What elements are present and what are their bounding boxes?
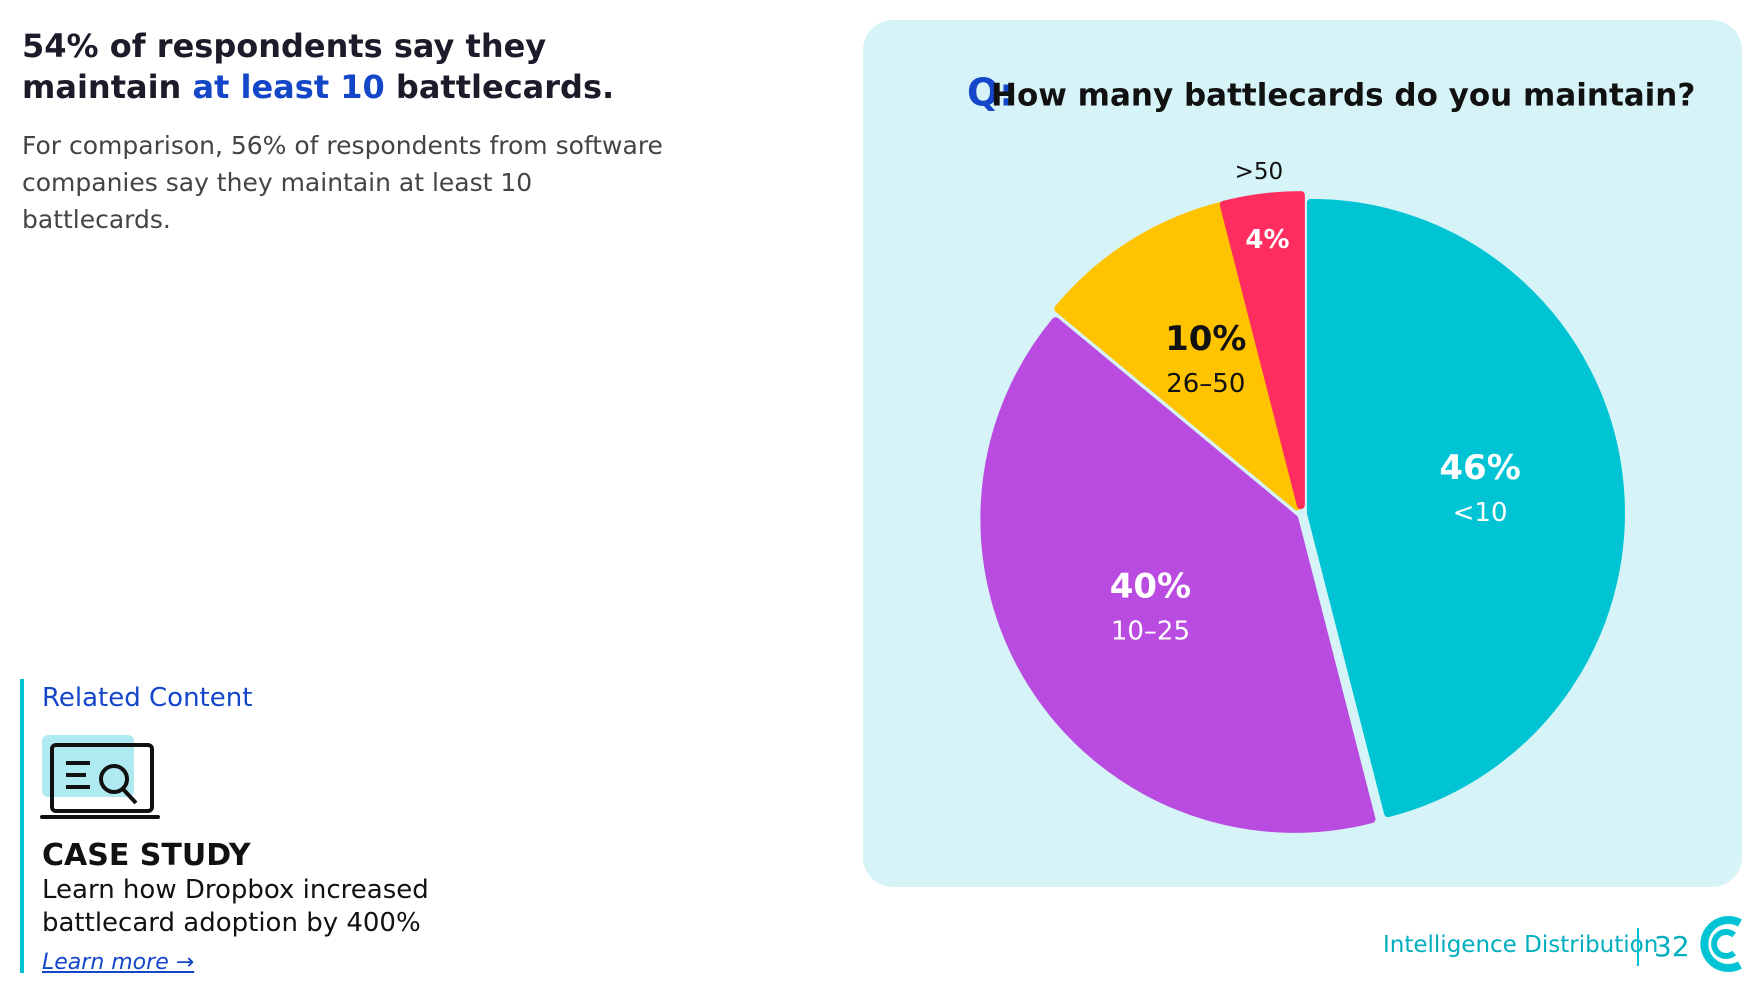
related-heading: Related Content	[42, 683, 253, 713]
footer-separator	[1637, 928, 1639, 966]
headline-text: battlecards.	[395, 68, 615, 106]
comparison-text: For comparison, 56% of respondents from …	[22, 131, 663, 234]
category-label: <10	[1453, 498, 1508, 528]
value-label: 46%	[1439, 448, 1520, 488]
case-study-icon	[40, 735, 160, 819]
headline: 54% of respondents say they maintain at …	[22, 26, 682, 108]
learn-more-link[interactable]: Learn more →	[42, 950, 195, 975]
value-label: 4%	[1245, 225, 1289, 255]
headline-text: 54% of respondents say they maintain	[22, 27, 547, 106]
category-label: 26–50	[1166, 369, 1245, 399]
value-label: 10%	[1165, 319, 1246, 359]
category-label: >50	[1235, 159, 1284, 185]
footer-section: Intelligence Distribution	[1383, 932, 1659, 958]
accent-bar	[20, 679, 24, 973]
pie-chart: Q: How many battlecards do you maintain?…	[967, 71, 1695, 833]
pie-slice	[1054, 202, 1302, 511]
pie-slice	[980, 317, 1376, 833]
chart-title: How many battlecards do you maintain?	[991, 78, 1695, 114]
logo	[1700, 916, 1742, 972]
category-label: 10–25	[1111, 617, 1190, 647]
title-prefix: Q:	[967, 71, 1015, 115]
case-study-text: Learn how Dropbox increased battlecard a…	[42, 875, 429, 938]
value-label: 40%	[1110, 567, 1191, 607]
page-number: 32	[1654, 930, 1690, 963]
case-study-label: CASE STUDY	[42, 838, 251, 873]
headline-highlight: at least 10	[192, 68, 385, 106]
pie-slice	[1306, 198, 1625, 818]
pie-slice	[1219, 191, 1305, 510]
